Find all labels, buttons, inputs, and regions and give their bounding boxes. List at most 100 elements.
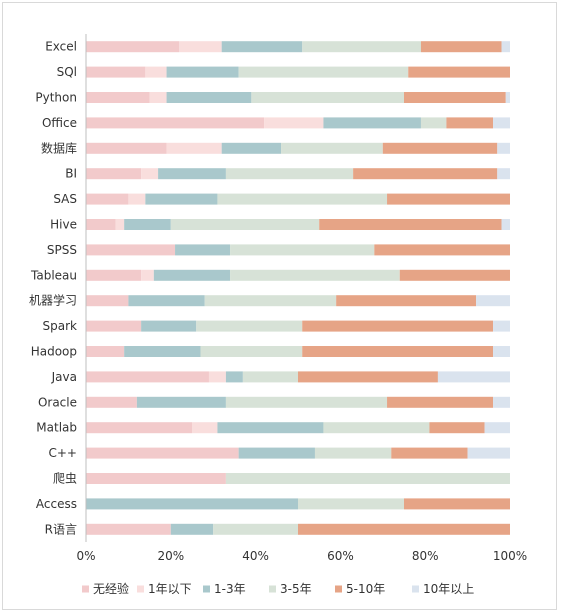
bar-segment	[86, 41, 180, 53]
bar-segment	[501, 219, 510, 230]
bar-segment	[387, 193, 510, 205]
category-label: BI	[65, 167, 77, 181]
category-label: Java	[51, 370, 77, 384]
bar-segment	[86, 371, 209, 383]
category-label: Hive	[50, 218, 77, 232]
bar-segment	[302, 320, 494, 332]
bar-segment	[225, 473, 511, 484]
bar-segment	[86, 320, 142, 332]
bar-segment	[208, 371, 226, 383]
bar-segment	[86, 295, 129, 307]
bar-segment	[493, 320, 510, 332]
bar-segment	[175, 244, 231, 256]
category-label: Matlab	[36, 421, 77, 435]
x-tick-label: 0%	[76, 549, 95, 563]
bar-segment	[319, 219, 502, 230]
bar-segment	[302, 346, 494, 357]
bar-segment	[86, 269, 142, 281]
bar-segment	[476, 295, 510, 307]
x-tick-label: 20%	[157, 549, 184, 563]
bar-segment	[501, 41, 510, 53]
legend-label: 1年以下	[148, 582, 192, 596]
bar-segment	[86, 473, 226, 484]
bar-segment	[141, 168, 159, 180]
bar-segment	[446, 117, 494, 129]
bar-segment	[437, 371, 510, 383]
bar-segment	[192, 422, 218, 434]
bar-segment	[86, 142, 167, 154]
bar-segment	[387, 396, 494, 408]
category-label: SAS	[53, 192, 77, 206]
bar-segment	[141, 269, 154, 281]
category-label: Access	[36, 497, 77, 511]
bar-segment	[145, 66, 167, 78]
legend-swatch	[412, 585, 419, 593]
bar-segment	[86, 498, 298, 510]
bar-segment	[124, 219, 171, 230]
x-tick-label: 100%	[493, 549, 527, 563]
category-label: 机器学习	[29, 293, 77, 308]
bar-segment	[298, 523, 510, 535]
bar-segment	[420, 117, 447, 129]
legend: 无经验 1年以下 1-3年 3-5年 5-10年 10年以上	[82, 581, 474, 596]
bar-segment	[404, 92, 506, 103]
category-label: 爬虫	[53, 472, 77, 486]
category-label: Python	[35, 91, 77, 105]
bar-segment	[264, 117, 324, 129]
bar-segment	[128, 295, 205, 307]
bar-segment	[497, 142, 510, 154]
bar-segment	[374, 244, 510, 256]
category-label: Oracle	[38, 395, 77, 409]
bar-segment	[86, 523, 171, 535]
legend-label: 3-5年	[280, 582, 312, 596]
legend-swatch	[137, 585, 144, 593]
bar-segment	[323, 117, 421, 129]
bar-segment	[251, 92, 404, 103]
bar-segment	[391, 447, 468, 459]
bar-segment	[314, 447, 392, 459]
bar-segment	[221, 41, 303, 53]
legend-label: 无经验	[93, 581, 129, 596]
legend-swatch	[335, 585, 342, 593]
bar-segment	[86, 447, 239, 459]
category-label: Hadoop	[31, 345, 77, 359]
bar-segment	[166, 142, 222, 154]
bar-segment	[86, 219, 116, 230]
bars-layer	[86, 41, 511, 535]
bar-segment	[505, 92, 510, 103]
bar-segment	[230, 269, 400, 281]
legend-swatch	[82, 585, 89, 593]
bar-segment	[86, 244, 176, 256]
bar-segment	[115, 219, 125, 230]
bar-segment	[238, 447, 315, 459]
category-label: 数据库	[41, 140, 77, 155]
bar-segment	[493, 396, 510, 408]
x-tick-label: 80%	[412, 549, 439, 563]
bar-segment	[408, 66, 510, 78]
legend-label: 10年以上	[423, 582, 474, 596]
bar-segment	[399, 269, 510, 281]
bar-segment	[86, 168, 142, 180]
bar-segment	[336, 295, 477, 307]
bar-segment	[323, 422, 430, 434]
bar-segment	[86, 193, 129, 205]
category-label: Excel	[45, 40, 77, 54]
bar-segment	[217, 422, 324, 434]
bar-segment	[484, 422, 510, 434]
legend-label: 1-3年	[214, 582, 246, 596]
bar-segment	[493, 117, 510, 129]
bar-segment	[298, 371, 438, 383]
category-labels: Excel SQl Python Office 数据库 BI SAS Hive SPSS Tabl…	[29, 40, 77, 537]
bar-segment	[493, 346, 510, 357]
bar-segment	[86, 346, 125, 357]
legend-swatch	[269, 585, 276, 593]
bar-segment	[145, 193, 218, 205]
x-tick-labels: 0% 20% 40% 60% 80% 100%	[76, 549, 527, 563]
bar-segment	[225, 168, 354, 180]
bar-segment	[213, 523, 298, 535]
bar-segment	[242, 371, 298, 383]
bar-segment	[221, 142, 282, 154]
x-tick-label: 40%	[242, 549, 269, 563]
bar-segment	[124, 346, 201, 357]
bar-segment	[225, 396, 388, 408]
